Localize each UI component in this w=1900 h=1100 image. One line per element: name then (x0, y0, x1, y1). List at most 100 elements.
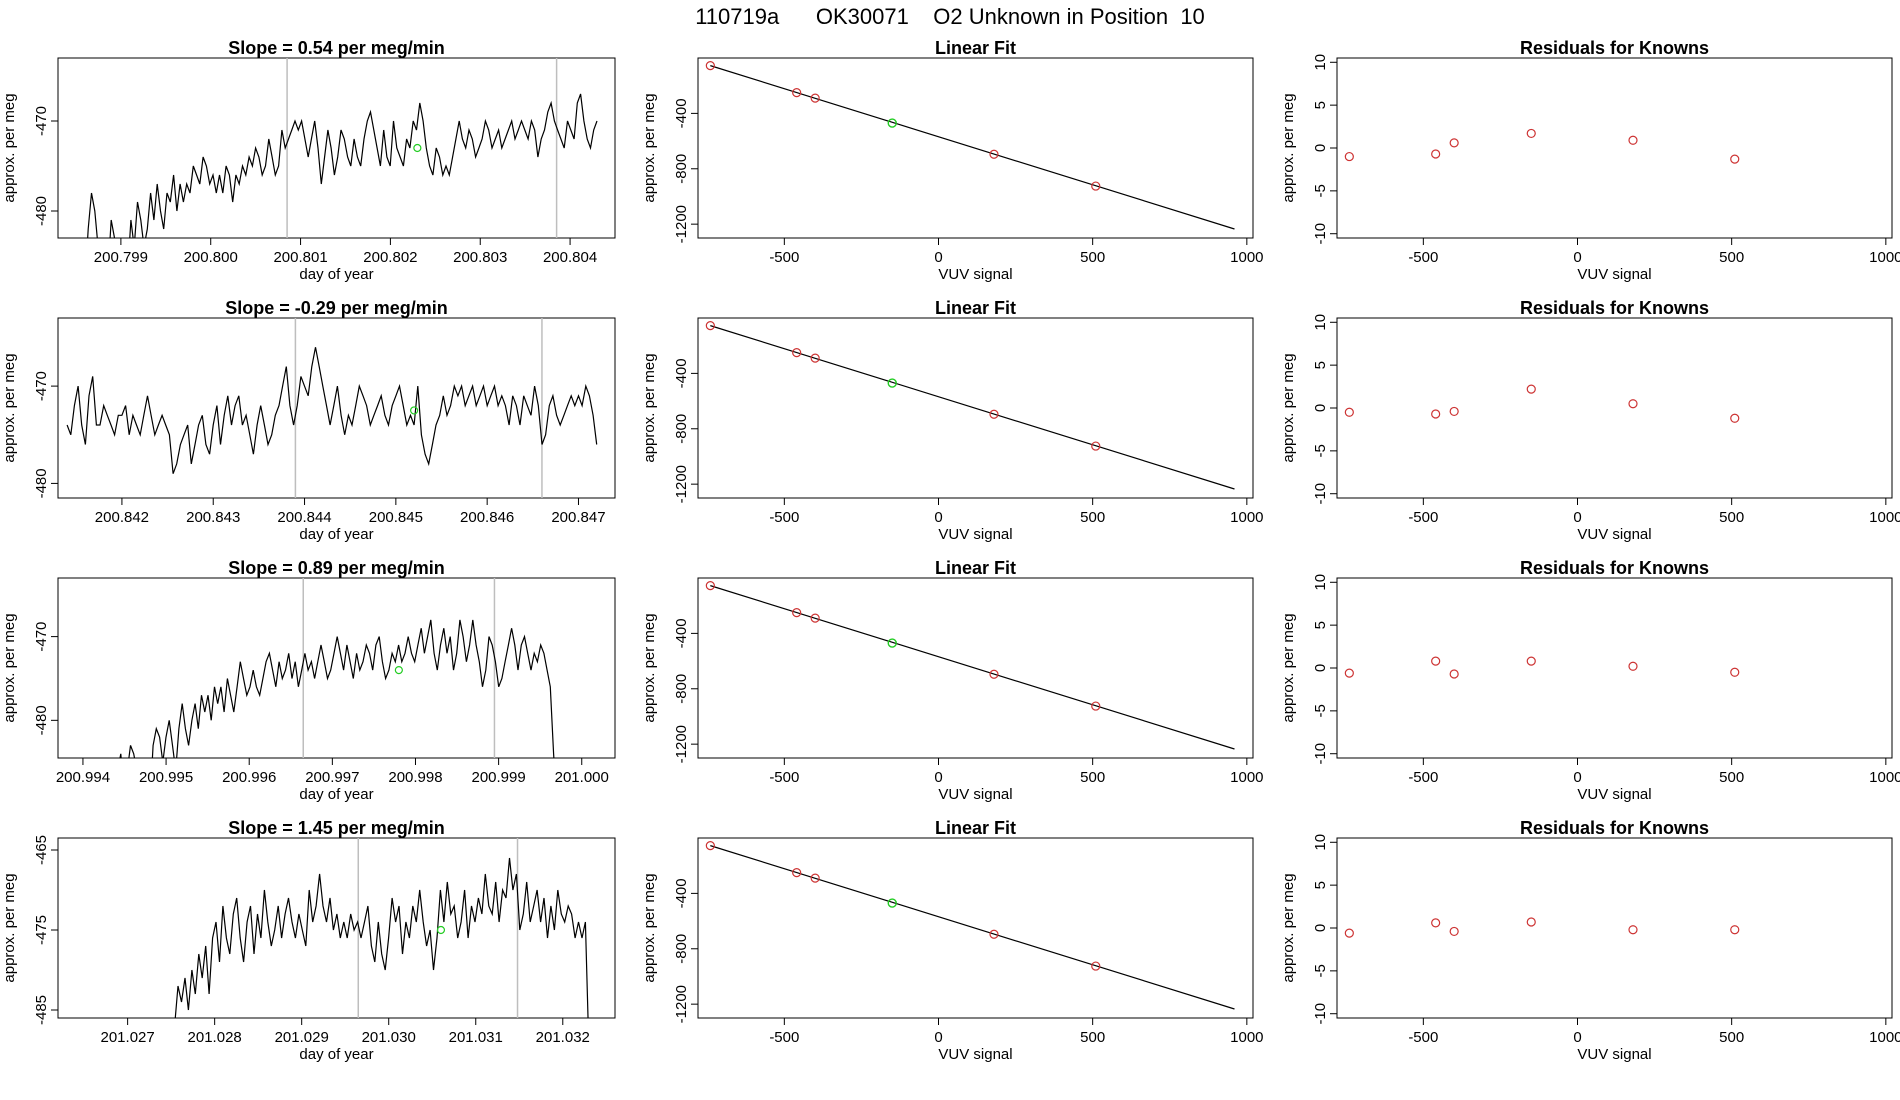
y-tick-label: -800 (673, 414, 690, 444)
known-point (792, 88, 802, 98)
known-point (792, 608, 802, 618)
known-point (989, 929, 999, 939)
series-line (119, 619, 555, 758)
plot-frame (697, 837, 1254, 1019)
x-tick-label: 200.802 (363, 249, 417, 266)
residual-point (1730, 667, 1740, 677)
known-point (792, 868, 802, 878)
x-axis-label: VUV signal (938, 526, 1012, 543)
y-tick-label: -400 (673, 358, 690, 388)
linear_fit-panel-row-1: Linear Fit -500 0 500 1000 VUV signal -1200 -80… (641, 38, 1264, 283)
residual-point (1730, 925, 1740, 935)
x-tick-label: 500 (1719, 509, 1744, 526)
y-axis-label: approx. per meg (1, 353, 18, 462)
y-tick-label: -400 (673, 618, 690, 648)
plot-area (705, 61, 1235, 230)
plot-area (66, 318, 598, 498)
x-axis-label: day of year (299, 266, 373, 283)
plot-area (1344, 128, 1740, 164)
known-point (1091, 961, 1101, 971)
y-axis-label: approx. per meg (641, 873, 658, 982)
y-tick-label: 5 (1312, 621, 1329, 629)
y-tick-label: -10 (1312, 743, 1329, 765)
y-tick-label: -1200 (673, 725, 690, 763)
y-axis-label: approx. per meg (1280, 93, 1297, 202)
plot-area (1344, 917, 1740, 938)
unknown-point (887, 378, 897, 388)
x-axis-label: VUV signal (1577, 786, 1651, 803)
series-line (66, 347, 598, 474)
y-tick-label: 0 (1312, 924, 1329, 932)
x-tick-label: 0 (1573, 1029, 1581, 1046)
x-tick-label: 200.999 (471, 769, 525, 786)
residual-point (1526, 656, 1536, 666)
x-tick-label: 500 (1080, 769, 1105, 786)
y-tick-label: -800 (673, 934, 690, 964)
residual-point (1449, 138, 1459, 148)
unknown-point (436, 925, 446, 935)
x-tick-label: 500 (1719, 769, 1744, 786)
known-point (792, 348, 802, 358)
y-axis-label: approx. per meg (1, 873, 18, 982)
y-tick-label: -400 (673, 878, 690, 908)
panel-title: Residuals for Knowns (1520, 818, 1709, 838)
fit-line (710, 65, 1235, 230)
plot-frame (697, 57, 1254, 239)
x-axis-label: VUV signal (1577, 266, 1651, 283)
x-tick-label: 1000 (1230, 249, 1263, 266)
panel-title: Linear Fit (935, 298, 1016, 318)
panel-title: Slope = 1.45 per meg/min (228, 818, 445, 838)
y-tick-label: -5 (1312, 964, 1329, 977)
plot-area (1344, 384, 1740, 423)
residual-point (1449, 406, 1459, 417)
plot-area (119, 578, 555, 758)
y-axis-label: approx. per meg (641, 93, 658, 202)
x-tick-label: -500 (1408, 249, 1438, 266)
y-tick-label: 5 (1312, 101, 1329, 109)
x-tick-label: 201.000 (555, 769, 609, 786)
x-tick-label: 0 (934, 769, 942, 786)
y-tick-label: -400 (673, 98, 690, 128)
x-tick-label: 0 (1573, 249, 1581, 266)
unknown-point (887, 638, 897, 648)
panel-title: Linear Fit (935, 38, 1016, 58)
x-tick-label: 0 (934, 509, 942, 526)
known-point (705, 61, 715, 71)
x-tick-label: 200.847 (551, 509, 605, 526)
x-tick-label: 200.994 (56, 769, 110, 786)
y-axis-label: approx. per meg (1, 93, 18, 202)
y-tick-label: -470 (33, 371, 50, 401)
residual-point (1526, 917, 1536, 927)
residuals-panel-row-4: Residuals for Knowns -500 0 500 1000 VUV sign… (1280, 818, 1900, 1063)
residual-point (1449, 926, 1459, 937)
x-tick-label: -500 (769, 249, 799, 266)
x-axis-label: VUV signal (938, 266, 1012, 283)
residual-point (1628, 135, 1638, 145)
x-tick-label: 0 (1573, 769, 1581, 786)
x-tick-label: -500 (769, 509, 799, 526)
y-tick-label: -10 (1312, 1003, 1329, 1025)
residual-point (1344, 928, 1354, 938)
x-tick-label: 1000 (1230, 769, 1263, 786)
y-tick-label: 10 (1312, 834, 1329, 851)
unknown-point (394, 665, 403, 675)
residual-point (1431, 149, 1441, 159)
y-tick-label: -5 (1312, 704, 1329, 717)
y-axis-label: approx. per meg (1280, 353, 1297, 462)
y-tick-label: 5 (1312, 881, 1329, 889)
known-point (1091, 181, 1101, 191)
x-tick-label: -500 (1408, 769, 1438, 786)
y-tick-label: 0 (1312, 144, 1329, 152)
residuals-panel-row-2: Residuals for Knowns -500 0 500 1000 VUV sign… (1280, 298, 1900, 543)
y-tick-label: -5 (1312, 444, 1329, 457)
y-tick-label: -485 (33, 995, 50, 1025)
x-tick-label: 1000 (1230, 1029, 1263, 1046)
panel-title: Linear Fit (935, 558, 1016, 578)
x-tick-label: 500 (1080, 509, 1105, 526)
residual-point (1526, 384, 1536, 394)
x-tick-label: -500 (769, 1029, 799, 1046)
x-tick-label: 1000 (1230, 509, 1263, 526)
x-axis-label: VUV signal (938, 786, 1012, 803)
unknown-point (887, 898, 897, 908)
x-tick-label: 200.845 (369, 509, 423, 526)
